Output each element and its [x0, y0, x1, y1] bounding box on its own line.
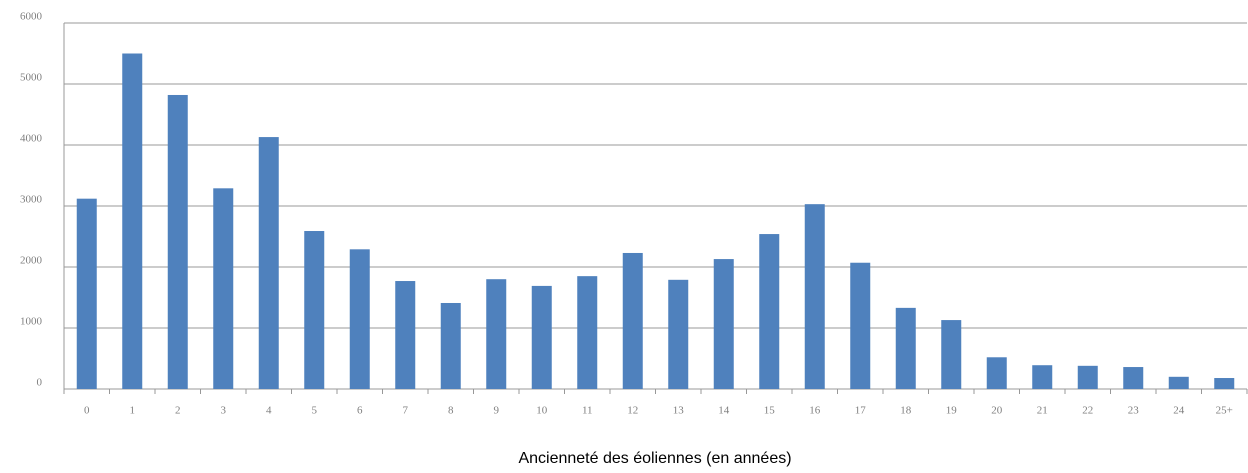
x-tick-label: 7 — [403, 405, 409, 417]
y-tick-label: 1000 — [20, 316, 43, 328]
x-tick-label: 5 — [312, 405, 318, 417]
x-tick-label: 4 — [266, 405, 272, 417]
x-axis-title: Ancienneté des éoliennes (en années) — [518, 450, 791, 467]
x-tick-label: 10 — [536, 405, 548, 417]
bar — [986, 357, 1007, 389]
bar — [804, 204, 825, 389]
bar — [122, 53, 143, 389]
x-tick-label: 3 — [221, 405, 227, 417]
bar — [76, 198, 97, 389]
x-tick-label: 14 — [718, 405, 730, 417]
x-tick-label: 25+ — [1216, 405, 1233, 417]
bar — [486, 279, 507, 389]
bar — [895, 307, 916, 389]
bar — [577, 276, 598, 389]
y-tick-label: 5000 — [20, 72, 43, 84]
x-tick-label: 13 — [673, 405, 685, 417]
bar — [349, 249, 370, 389]
x-tick-label: 12 — [627, 405, 638, 417]
bar — [941, 320, 962, 389]
x-tick-label: 21 — [1037, 405, 1048, 417]
bar — [668, 279, 689, 389]
bar — [167, 94, 188, 389]
x-tick-label: 1 — [130, 405, 136, 417]
x-tick-label: 22 — [1082, 405, 1093, 417]
bar — [213, 188, 234, 389]
y-tick-label: 2000 — [20, 255, 43, 267]
x-tick-label: 18 — [900, 405, 912, 417]
x-tick-label: 8 — [448, 405, 454, 417]
x-tick-label: 9 — [494, 405, 500, 417]
y-tick-label: 0 — [37, 377, 43, 389]
y-tick-label: 4000 — [20, 133, 43, 145]
bar — [1168, 376, 1189, 389]
bar — [395, 281, 416, 389]
bar — [1077, 365, 1098, 389]
bar — [759, 234, 780, 389]
x-tick-label: 0 — [84, 405, 90, 417]
bar — [304, 231, 325, 389]
bar — [1214, 378, 1235, 389]
y-tick-label: 3000 — [20, 194, 43, 206]
x-tick-label: 15 — [764, 405, 776, 417]
x-tick-label: 11 — [582, 405, 593, 417]
x-tick-label: 20 — [991, 405, 1003, 417]
x-tick-label: 23 — [1128, 405, 1140, 417]
bar — [1123, 367, 1144, 389]
y-tick-label: 6000 — [20, 11, 43, 23]
bar — [850, 262, 871, 389]
x-tick-label: 16 — [809, 405, 821, 417]
bar — [622, 252, 643, 389]
bar — [713, 259, 734, 389]
bar — [1032, 365, 1053, 389]
bar — [440, 302, 461, 389]
x-tick-label: 2 — [175, 405, 181, 417]
x-tick-label: 17 — [855, 405, 867, 417]
x-tick-label: 6 — [357, 405, 363, 417]
bar — [258, 137, 279, 389]
bar — [531, 285, 552, 389]
x-tick-label: 24 — [1173, 405, 1185, 417]
x-tick-label: 19 — [946, 405, 958, 417]
